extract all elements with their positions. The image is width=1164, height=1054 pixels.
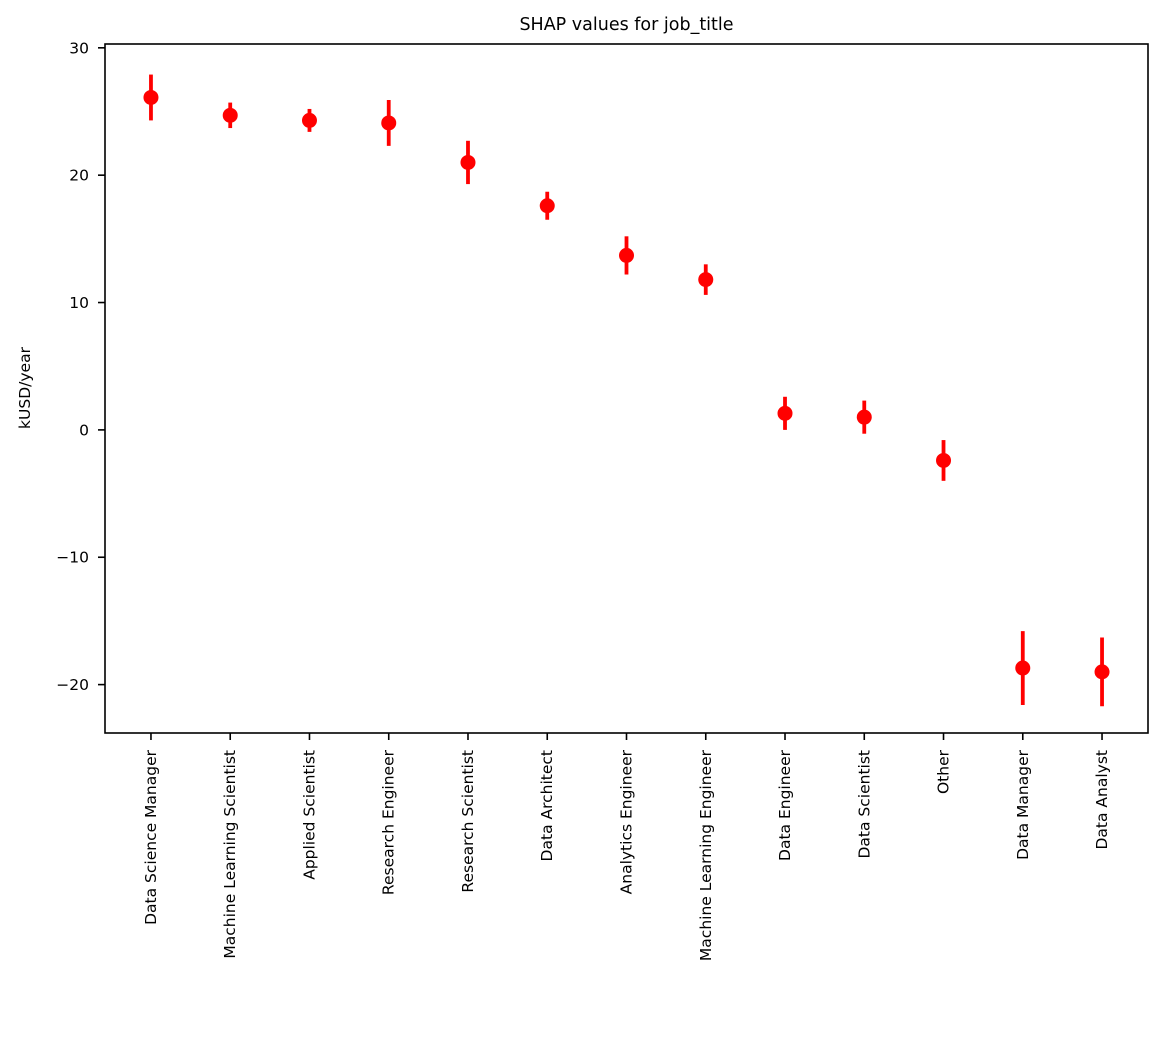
- data-point: [539, 198, 555, 214]
- data-point: [856, 409, 872, 425]
- y-tick-label: 20: [69, 167, 89, 185]
- x-tick-label: Data Science Manager: [142, 749, 160, 925]
- y-tick-label: 30: [69, 39, 89, 57]
- data-point: [698, 272, 714, 288]
- data-point: [222, 107, 238, 123]
- x-tick-label: Research Engineer: [380, 749, 398, 895]
- x-tick-label: Analytics Engineer: [618, 749, 636, 894]
- data-point: [301, 112, 317, 128]
- data-point: [777, 405, 793, 421]
- x-tick-label: Applied Scientist: [300, 750, 318, 880]
- x-tick-label: Other: [935, 749, 953, 794]
- y-tick-label: 10: [69, 294, 89, 312]
- data-point: [619, 247, 634, 263]
- x-tick-label: Data Architect: [538, 750, 556, 861]
- data-point: [936, 452, 952, 468]
- x-tick-label: Data Manager: [1014, 749, 1032, 860]
- x-tick-label: Data Analyst: [1093, 750, 1111, 850]
- data-point: [143, 89, 159, 105]
- data-point: [460, 154, 476, 170]
- y-tick-label: 0: [79, 421, 89, 439]
- data-point: [1094, 664, 1110, 680]
- x-tick-label: Research Scientist: [459, 750, 477, 893]
- y-tick-label: −10: [56, 549, 89, 567]
- axes-box: [104, 43, 1149, 734]
- data-point: [1015, 660, 1031, 676]
- y-tick-label: −20: [56, 676, 89, 694]
- chart-title: SHAP values for job_title: [519, 15, 734, 35]
- x-tick-label: Data Scientist: [855, 750, 873, 859]
- x-tick-label: Machine Learning Engineer: [697, 749, 715, 961]
- x-tick-label: Machine Learning Scientist: [221, 750, 239, 959]
- data-point: [381, 115, 397, 131]
- x-tick-label: Data Engineer: [776, 749, 794, 861]
